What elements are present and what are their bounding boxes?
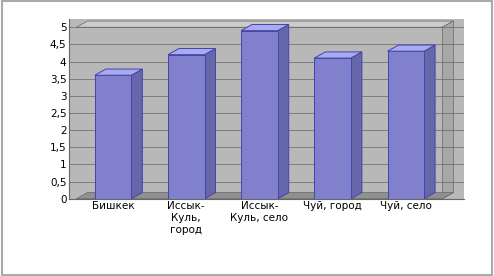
Polygon shape: [314, 58, 351, 199]
Polygon shape: [241, 31, 278, 199]
Polygon shape: [131, 69, 142, 199]
Polygon shape: [95, 75, 131, 199]
Polygon shape: [387, 51, 424, 199]
Polygon shape: [278, 25, 288, 199]
Polygon shape: [241, 25, 288, 31]
Polygon shape: [443, 21, 453, 199]
Polygon shape: [77, 21, 453, 27]
Polygon shape: [351, 52, 362, 199]
Polygon shape: [314, 52, 362, 58]
Polygon shape: [168, 49, 215, 55]
Polygon shape: [77, 193, 453, 199]
Polygon shape: [424, 45, 435, 199]
Polygon shape: [168, 55, 205, 199]
Polygon shape: [387, 45, 435, 51]
Polygon shape: [95, 69, 142, 75]
Polygon shape: [205, 49, 215, 199]
